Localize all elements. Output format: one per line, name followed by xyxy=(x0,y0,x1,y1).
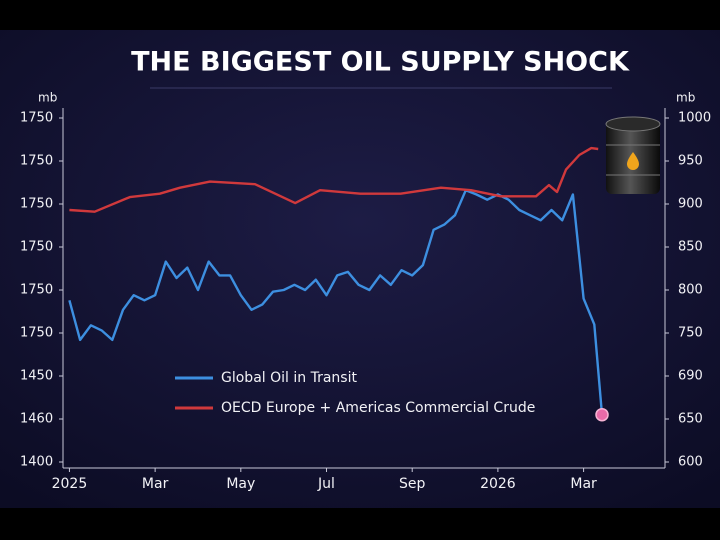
series-line xyxy=(69,146,599,213)
x-tick-label: 2025 xyxy=(52,476,88,492)
y2-tick-label: 850 xyxy=(678,240,703,255)
x-tick-label: Jul xyxy=(317,476,335,492)
y2-tick-label: 800 xyxy=(678,283,703,298)
end-marker xyxy=(595,407,609,422)
x-tick-label: Sep xyxy=(399,476,426,492)
y2-tick-label: 900 xyxy=(678,197,703,212)
y2-tick-label: 950 xyxy=(678,154,703,169)
barrel-icon xyxy=(605,116,661,194)
y-tick-label: 1400 xyxy=(20,455,53,470)
background xyxy=(0,30,720,508)
legend-label: Global Oil in Transit xyxy=(221,370,357,386)
y2-tick-label: 750 xyxy=(678,326,703,341)
y2-unit: mb xyxy=(676,91,695,105)
y2-tick-label: 600 xyxy=(678,455,703,470)
y-tick-label: 1460 xyxy=(20,412,53,427)
y-unit: mb xyxy=(38,91,57,105)
y-tick-label: 1750 xyxy=(20,283,53,298)
chart-title: THE BIGGEST OIL SUPPLY SHOCK xyxy=(131,47,630,78)
x-tick-label: Mar xyxy=(142,476,169,492)
y-tick-label: 1750 xyxy=(20,111,53,126)
y-tick-label: 1750 xyxy=(20,326,53,341)
y-tick-label: 1450 xyxy=(20,369,53,384)
x-tick-label: 2026 xyxy=(480,476,516,492)
y-tick-label: 1750 xyxy=(20,197,53,212)
legend-label: OECD Europe + Americas Commercial Crude xyxy=(221,400,535,416)
x-tick-label: May xyxy=(226,476,255,492)
x-tick-label: Mar xyxy=(570,476,597,492)
series-line xyxy=(68,189,604,415)
y-tick-label: 1750 xyxy=(20,240,53,255)
y2-tick-label: 690 xyxy=(678,369,703,384)
y2-tick-label: 1000 xyxy=(678,111,711,126)
y2-tick-label: 650 xyxy=(678,412,703,427)
y-tick-label: 1750 xyxy=(20,154,53,169)
